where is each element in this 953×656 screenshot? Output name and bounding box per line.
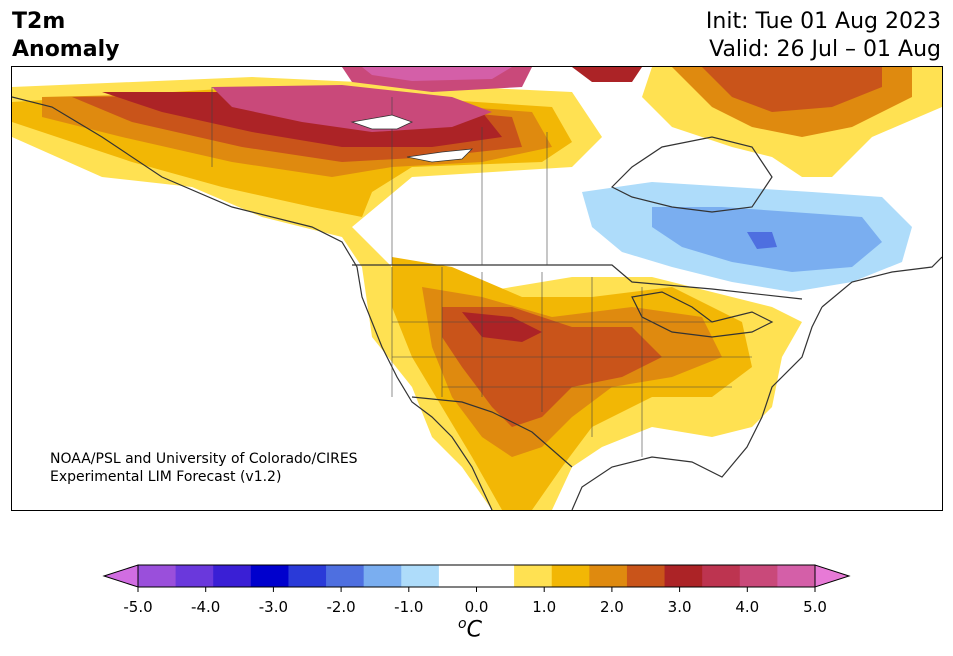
colorbar-cell <box>175 565 214 587</box>
colorbar-cell <box>739 565 778 587</box>
map-title: T2m Anomaly <box>12 8 119 64</box>
colorbar-tick-label: -3.0 <box>259 598 288 616</box>
credit-overlay: NOAA/PSL and University of Colorado/CIRE… <box>50 450 358 486</box>
anomaly-band-7c <box>362 67 512 81</box>
credit-line-1: NOAA/PSL and University of Colorado/CIRE… <box>50 451 358 467</box>
colorbar-tick-label: 2.0 <box>600 598 624 616</box>
colorbar-cell <box>626 565 666 587</box>
northern-lakes <box>350 114 474 163</box>
colorbar-tick-label: 3.0 <box>668 598 692 616</box>
anomaly-band-6c <box>212 67 532 132</box>
colorbar-cell <box>288 565 327 587</box>
colorbar-cell <box>777 565 816 587</box>
colorbar-ticks: -5.0 -4.0 -3.0 -2.0 -1.0 0.0 1.0 2.0 3.0 4.0 5.0 <box>123 587 827 616</box>
colorbar-tick-label: 0.0 <box>465 598 489 616</box>
coastline-west <box>12 96 493 510</box>
colorbar-max-arrow <box>814 564 851 588</box>
colorbar-tick-label: 4.0 <box>735 598 759 616</box>
colorbar-cell <box>664 565 703 587</box>
hudson-bay <box>610 136 773 213</box>
credit-text: NOAA/PSL and University of Colorado/CIRE… <box>50 450 358 486</box>
great-slave-lake <box>406 148 474 163</box>
colorbar-tick-label: 5.0 <box>803 598 827 616</box>
colorbar-tick-label: -4.0 <box>191 598 220 616</box>
colorbar-cell <box>438 565 477 587</box>
credit-line-2: Experimental LIM Forecast (v1.2) <box>50 469 282 485</box>
colorbar-cell <box>363 565 402 587</box>
colorbar-tick-label: -2.0 <box>326 598 355 616</box>
colorbar-cells <box>138 565 816 587</box>
colorbar-cell <box>250 565 289 587</box>
us-canada-border <box>352 264 803 300</box>
colorbar-cell <box>551 565 590 587</box>
colorbar-cell <box>213 565 252 587</box>
us-mexico-border <box>411 396 573 468</box>
anomaly-shading <box>12 67 942 510</box>
map-canvas: NOAA/PSL and University of Colorado/CIRE… <box>12 67 942 510</box>
colorbar-cell <box>401 565 440 587</box>
colorbar-cell <box>476 565 515 587</box>
colorbar-cell <box>326 565 365 587</box>
colorbar-min-arrow <box>102 564 139 588</box>
state-lines <box>211 87 752 457</box>
title-line-2: Anomaly <box>12 37 120 62</box>
great-bear-lake <box>350 114 414 130</box>
colorbar-tick-label: 1.0 <box>532 598 556 616</box>
unit-degree: o <box>458 616 467 632</box>
colorbar-tick-label: -1.0 <box>394 598 423 616</box>
coastline-gulf <box>571 306 823 510</box>
colorbar-unit: oC <box>458 616 482 642</box>
anomaly-map: NOAA/PSL and University of Colorado/CIRE… <box>11 66 943 511</box>
valid-date: Valid: 26 Jul – 01 Aug <box>709 37 941 62</box>
colorbar-cell <box>138 565 177 587</box>
forecast-dates: Init: Tue 01 Aug 2023 Valid: 26 Jul – 01… <box>706 8 941 64</box>
colorbar-tick-label: -5.0 <box>123 598 152 616</box>
anomaly-band-3c <box>42 67 912 457</box>
colorbar-cell <box>702 565 741 587</box>
cool-shading <box>582 182 912 292</box>
unit-letter: C <box>466 617 482 643</box>
coastlines <box>12 96 942 510</box>
coastline-ne <box>821 256 942 308</box>
title-line-1: T2m <box>12 9 66 34</box>
init-date: Init: Tue 01 Aug 2023 <box>705 9 941 34</box>
colorbar-cell <box>589 565 628 587</box>
colorbar-cell <box>514 565 553 587</box>
anomaly-band-minus-3c <box>747 232 777 249</box>
great-lakes <box>631 291 774 338</box>
